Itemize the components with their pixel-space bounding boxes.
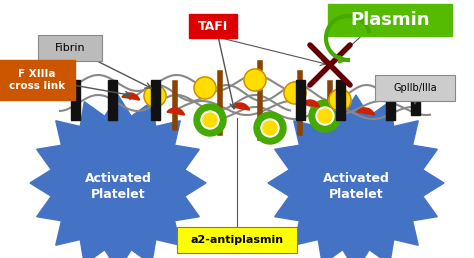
Polygon shape [30, 95, 206, 258]
Circle shape [318, 109, 332, 123]
Text: TAFI: TAFI [198, 20, 228, 33]
FancyBboxPatch shape [189, 14, 237, 38]
Circle shape [194, 104, 226, 136]
Circle shape [201, 111, 219, 129]
FancyBboxPatch shape [38, 35, 102, 61]
Text: a2-antiplasmin: a2-antiplasmin [191, 235, 283, 245]
Text: Fibrin: Fibrin [55, 43, 85, 53]
Polygon shape [232, 103, 249, 110]
Bar [71, 80, 80, 120]
Circle shape [144, 85, 166, 107]
Polygon shape [302, 100, 319, 107]
Circle shape [263, 121, 277, 135]
Polygon shape [167, 108, 184, 115]
Polygon shape [357, 108, 374, 115]
Text: Activated
Platelet: Activated Platelet [84, 172, 151, 200]
FancyBboxPatch shape [0, 60, 75, 100]
Polygon shape [268, 95, 444, 258]
Polygon shape [122, 93, 139, 100]
Text: Plasmin: Plasmin [350, 11, 430, 29]
Text: Activated
Platelet: Activated Platelet [323, 172, 390, 200]
Bar [336, 80, 345, 120]
Circle shape [284, 82, 306, 104]
Bar [386, 80, 395, 120]
FancyBboxPatch shape [177, 227, 297, 253]
Bar [151, 80, 160, 120]
FancyBboxPatch shape [328, 4, 452, 36]
Circle shape [194, 77, 216, 99]
Bar [296, 80, 305, 120]
Circle shape [254, 112, 286, 144]
Circle shape [261, 119, 279, 137]
FancyBboxPatch shape [375, 75, 455, 101]
Text: F XIIIa
cross link: F XIIIa cross link [9, 69, 65, 91]
Text: GpIIb/IIIa: GpIIb/IIIa [393, 83, 437, 93]
Circle shape [203, 113, 217, 127]
Circle shape [316, 107, 334, 125]
Circle shape [244, 69, 266, 91]
Circle shape [309, 100, 341, 132]
Bar [411, 85, 420, 115]
Circle shape [329, 89, 351, 111]
Bar [108, 80, 117, 120]
